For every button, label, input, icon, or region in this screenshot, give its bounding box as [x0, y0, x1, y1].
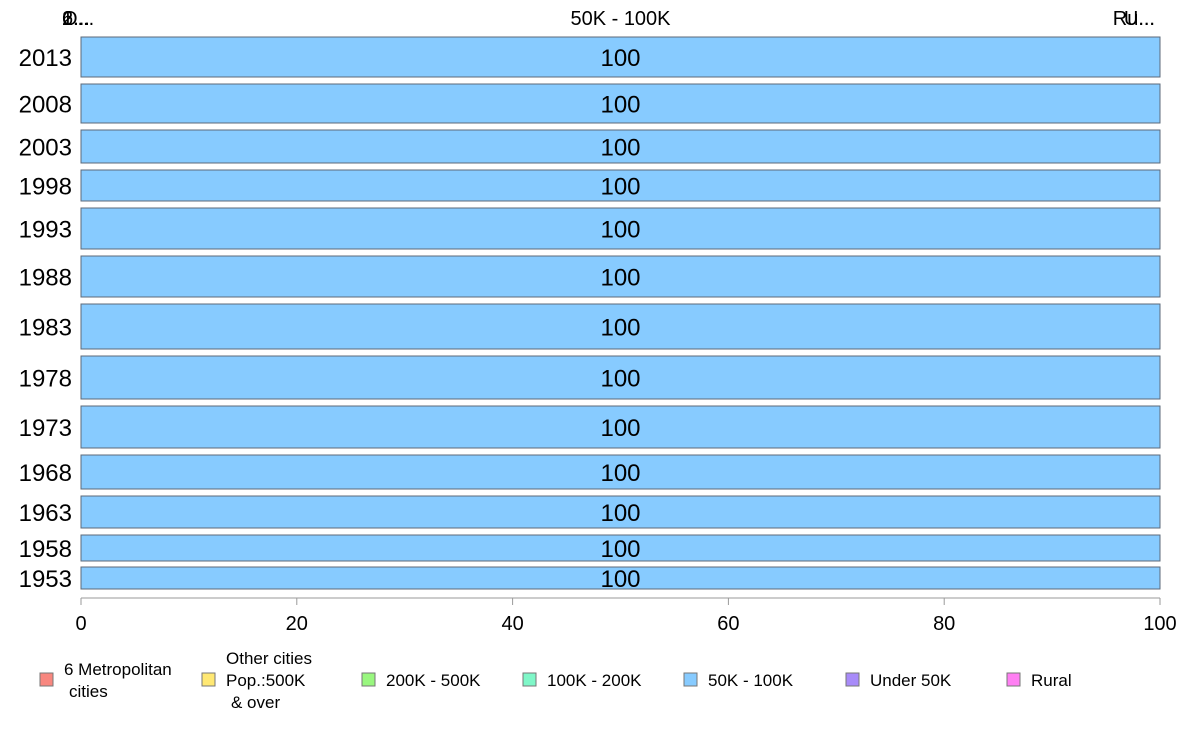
data-label-2013: 100: [600, 45, 640, 72]
bar-2013-series-4: [80, 36, 1161, 78]
data-label-1958: 100: [600, 536, 640, 563]
data-label-1963: 100: [600, 500, 640, 527]
bars: 100 100 100 100 100 100 100 100 100 100 100 100 100: [80, 36, 1161, 593]
x-tick-label-20: 20: [286, 613, 308, 635]
bar-1963-series-4: [80, 495, 1161, 529]
data-label-1988: 100: [600, 265, 640, 292]
legend-item-5: Under 50K: [845, 671, 952, 690]
data-label-1968: 100: [600, 460, 640, 487]
legend-label-2: 200K - 500K: [386, 671, 481, 690]
legend-swatch-3: [522, 672, 537, 687]
legend: 6 Metropolitan cities Other cities Pop.:500…: [39, 649, 1072, 712]
data-label-1953: 100: [600, 566, 640, 593]
bar-1958-series-4: [80, 534, 1161, 562]
data-label-2003: 100: [600, 135, 640, 162]
data-label-1983: 100: [600, 315, 640, 342]
legend-swatch-1: [201, 672, 216, 687]
bar-1973-series-4: [80, 405, 1161, 449]
x-tick-label-100: 100: [1143, 613, 1176, 635]
x-tick-label-60: 60: [717, 613, 739, 635]
y-tick-label-1958: 1958: [19, 536, 72, 563]
legend-swatch-2: [361, 672, 376, 687]
top-label-0: 6...: [62, 8, 90, 30]
legend-label-0: 6 Metropolitan cities: [64, 660, 172, 701]
data-label-1993: 100: [600, 217, 640, 244]
x-tick-label-0: 0: [75, 613, 86, 635]
top-label-6: Ru...: [1113, 8, 1155, 30]
top-labels: 6...O...2...1... 50K - 100K U...Ru...: [62, 8, 1155, 30]
y-tick-label-2013: 2013: [19, 45, 72, 72]
legend-item-1: Other cities Pop.:500K & over: [201, 649, 312, 712]
top-label-5: U...: [1124, 8, 1155, 30]
legend-label-5: Under 50K: [870, 671, 952, 690]
legend-swatch-5: [845, 672, 860, 687]
y-tick-label-1968: 1968: [19, 460, 72, 487]
legend-swatch-4: [683, 672, 698, 687]
y-tick-label-1998: 1998: [19, 174, 72, 201]
legend-label-1: Other cities Pop.:500K & over: [226, 649, 312, 712]
y-axis: 2013 2008 2003 1998 1993 1988 1983 1978 1973 1968…: [19, 45, 72, 593]
data-label-1973: 100: [600, 415, 640, 442]
x-tick-label-80: 80: [933, 613, 955, 635]
legend-item-6: Rural: [1006, 671, 1072, 690]
legend-label-6: Rural: [1031, 671, 1072, 690]
bar-1968-series-4: [80, 454, 1161, 490]
y-tick-label-1993: 1993: [19, 217, 72, 244]
data-label-1998: 100: [600, 174, 640, 201]
bar-1953-series-4: [80, 566, 1161, 590]
legend-label-4: 50K - 100K: [708, 671, 794, 690]
data-label-1978: 100: [600, 366, 640, 393]
bar-1993-series-4: [80, 207, 1161, 250]
top-label-4: 50K - 100K: [570, 8, 671, 30]
bar-1983-series-4: [80, 303, 1161, 350]
legend-item-3: 100K - 200K: [522, 671, 642, 690]
legend-swatch-6: [1006, 672, 1021, 687]
top-label-2: 2...: [62, 8, 90, 30]
bar-1998-series-4: [80, 169, 1161, 202]
y-tick-label-1983: 1983: [19, 315, 72, 342]
y-tick-label-1978: 1978: [19, 366, 72, 393]
legend-item-0: 6 Metropolitan cities: [39, 660, 172, 701]
legend-item-4: 50K - 100K: [683, 671, 794, 690]
x-tick-label-40: 40: [501, 613, 523, 635]
top-label-1: O...: [62, 8, 94, 30]
top-label-3: 1...: [62, 8, 90, 30]
y-tick-label-2003: 2003: [19, 135, 72, 162]
legend-swatch-0: [39, 672, 54, 687]
x-axis: 0 20 40 60 80 100: [75, 597, 1177, 635]
y-tick-label-2008: 2008: [19, 92, 72, 119]
bar-2008-series-4: [80, 83, 1161, 124]
legend-item-2: 200K - 500K: [361, 671, 481, 690]
bar-1988-series-4: [80, 255, 1161, 298]
y-tick-label-1973: 1973: [19, 415, 72, 442]
legend-label-3: 100K - 200K: [547, 671, 642, 690]
y-tick-label-1953: 1953: [19, 566, 72, 593]
bar-2003-series-4: [80, 129, 1161, 164]
data-label-2008: 100: [600, 92, 640, 119]
y-tick-label-1988: 1988: [19, 265, 72, 292]
bar-1978-series-4: [80, 355, 1161, 400]
y-tick-label-1963: 1963: [19, 500, 72, 527]
